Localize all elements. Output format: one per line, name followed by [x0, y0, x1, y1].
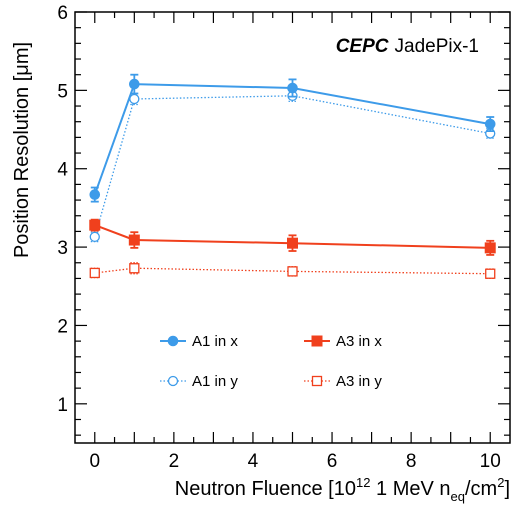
x-tick-label: 4 [248, 451, 259, 472]
y-tick-label: 3 [57, 238, 68, 259]
legend: A1 in x A3 in x A1 in y A3 in y [160, 333, 382, 390]
x-axis-title: Neutron Fluence [1012 1 MeV neq/cm2] [175, 475, 510, 504]
legend-label: A1 in x [192, 333, 238, 350]
y-axis-title: Position Resolution [μm] [11, 42, 33, 258]
legend-label: A3 in y [336, 373, 382, 390]
data-point [485, 268, 496, 279]
x-tick-label: 8 [406, 451, 417, 472]
legend-marker [311, 375, 323, 387]
y-tick-label: 5 [57, 81, 68, 102]
x-title-mid2: /cm [465, 478, 497, 500]
y-tick-label: 6 [57, 3, 68, 24]
data-point [287, 82, 298, 94]
brand-rest: JadePix-1 [395, 36, 480, 57]
x-tick-label: 2 [169, 451, 180, 472]
x-title-sub: eq [451, 489, 465, 504]
x-title-end: ] [504, 478, 510, 500]
series-line [93, 83, 491, 195]
brand-bold: CEPC [336, 36, 389, 57]
data-point [287, 237, 298, 249]
series-line [94, 224, 491, 249]
legend-marker [167, 375, 179, 387]
x-title-main: Neutron Fluence [10 [175, 478, 356, 500]
legend-label: A3 in x [336, 333, 382, 350]
brand-label: CEPC JadePix-1 [336, 36, 479, 57]
series-a1-in-x [89, 73, 496, 203]
data-point [129, 263, 140, 274]
data-point [128, 234, 140, 246]
data-point [484, 242, 496, 254]
data-point [89, 267, 100, 279]
y-ticks: 1 2 3 4 5 6 [57, 3, 510, 436]
x-title-exp1: 12 [356, 475, 370, 490]
legend-entry: A3 in x [304, 333, 382, 350]
x-tick-label: 0 [89, 451, 100, 472]
legend-marker [167, 335, 179, 347]
data-point [89, 219, 101, 231]
y-tick-label: 2 [57, 316, 68, 337]
series-a3-in-y [89, 262, 496, 280]
legend-label: A1 in y [192, 373, 238, 390]
x-tick-label: 10 [480, 451, 501, 472]
x-ticks: 0 2 4 6 8 10 [89, 12, 501, 472]
data-point [129, 93, 140, 105]
legend-marker [311, 335, 323, 347]
data-point [484, 118, 496, 130]
x-title-exp2: 2 [497, 475, 504, 490]
series-a3-in-x [89, 218, 496, 256]
x-title-mid: 1 MeV n [370, 478, 450, 500]
legend-entry: A1 in y [160, 373, 238, 390]
legend-entry: A3 in y [304, 373, 382, 390]
data-point [89, 231, 100, 243]
y-tick-label: 1 [57, 395, 68, 416]
data-point [129, 78, 140, 90]
data-point [89, 189, 101, 200]
legend-entry: A1 in x [160, 333, 238, 350]
series-layer [89, 73, 496, 280]
data-point [287, 266, 298, 277]
x-tick-label: 6 [327, 451, 338, 472]
y-tick-label: 4 [57, 160, 68, 181]
